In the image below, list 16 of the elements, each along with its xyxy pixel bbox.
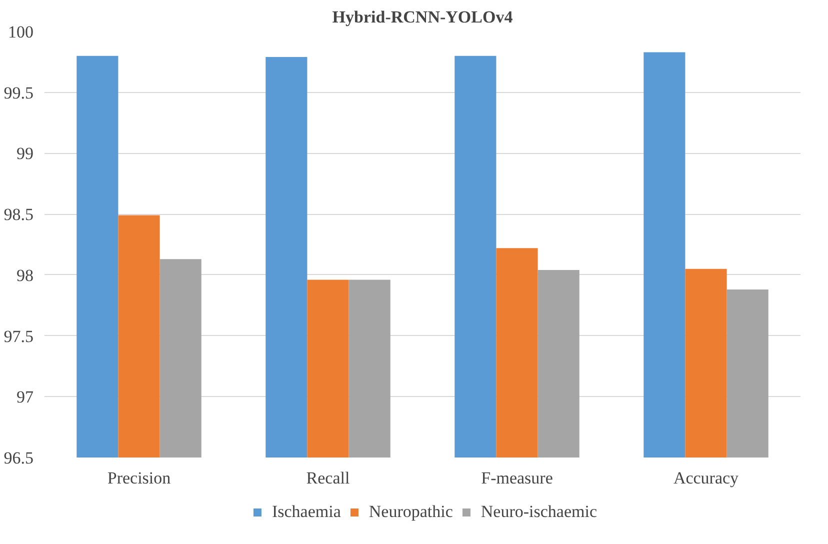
y-tick-label: 98.5 (4, 205, 34, 224)
y-tick-label: 100 (8, 22, 34, 42)
y-tick-label: 99 (16, 144, 34, 164)
y-tick-label: 97.5 (4, 326, 34, 346)
legend-label: Neuropathic (368, 502, 453, 522)
x-tick-label: Precision (107, 468, 172, 488)
legend-label: Neuro-ischaemic (480, 502, 598, 522)
y-tick-label: 96.5 (4, 448, 34, 468)
y-tick-label: 97 (16, 388, 34, 407)
x-tick-label: Accuracy (673, 468, 740, 488)
y-tick-label: 99.5 (4, 83, 34, 102)
chart-title: Hybrid-RCNN-YOLOv4 (332, 8, 514, 26)
y-tick-label: 98 (16, 266, 34, 285)
x-tick-label: Recall (306, 468, 350, 488)
legend-label: Ischaemia (272, 502, 341, 522)
x-tick-label: F-measure (481, 468, 553, 488)
